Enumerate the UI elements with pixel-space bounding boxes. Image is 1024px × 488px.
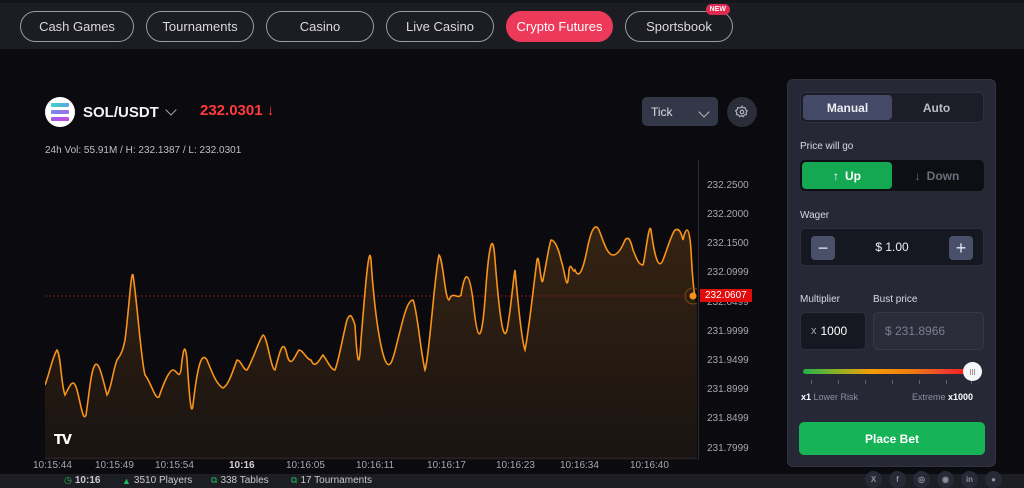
chevron-down-icon	[165, 103, 177, 116]
risk-labels: x1 Lower Risk Extreme x1000	[801, 392, 973, 402]
tab-label: Sportsbook	[646, 18, 712, 34]
pair-name: SOL/USDT	[83, 103, 159, 121]
tab-cash-games[interactable]: Cash Games	[20, 10, 134, 42]
tab-crypto-futures[interactable]: Crypto Futures	[506, 10, 613, 42]
bet-panel: Manual Auto Price will go ↑ Up ↓ Down Wage…	[787, 79, 996, 467]
linkedin-icon[interactable]: in	[961, 471, 978, 488]
chart-settings-button[interactable]	[727, 97, 757, 127]
discord-icon[interactable]: ◉	[937, 471, 954, 488]
tab-live-casino[interactable]: Live Casino	[386, 10, 494, 42]
tab-auto[interactable]: Auto	[922, 100, 951, 115]
up-button[interactable]: ↑ Up	[802, 162, 892, 189]
wager-label: Wager	[800, 210, 830, 221]
decrease-wager-button[interactable]: −	[811, 236, 835, 260]
gear-icon	[735, 105, 749, 118]
bust-price-field: $ 231.8966	[873, 312, 984, 350]
tab-tournaments[interactable]: Tournaments	[146, 10, 254, 42]
arrow-up-icon: ↑	[833, 168, 839, 183]
tab-sportsbook[interactable]: Sportsbook NEW	[625, 3, 733, 42]
direction-toggle: ↑ Up ↓ Down	[800, 160, 984, 191]
y-axis: 232.2500 232.2000 232.1500 232.0999 232.…	[698, 160, 778, 460]
multiplier-input[interactable]: x 1000	[800, 312, 866, 350]
wager-value[interactable]: $ 1.00	[875, 240, 909, 254]
user-icon: ▲	[122, 475, 131, 486]
arrow-down-icon: ↓	[266, 102, 275, 119]
slider-ticks	[803, 380, 973, 385]
tournaments-count[interactable]: ⧉ 17 Tournaments	[291, 475, 372, 486]
new-badge: NEW	[705, 3, 730, 15]
top-navigation: Cash Games Tournaments Casino Live Casin…	[0, 0, 1024, 49]
tournaments-icon: ⧉	[291, 475, 298, 485]
place-bet-button[interactable]: Place Bet	[799, 422, 985, 455]
facebook-icon[interactable]: f	[889, 471, 906, 488]
price-direction-label: Price will go	[800, 141, 854, 152]
increase-wager-button[interactable]: +	[949, 236, 973, 260]
tab-label: Live Casino	[406, 18, 474, 34]
tables-icon: ⧉	[211, 475, 218, 485]
tab-casino[interactable]: Casino	[266, 10, 374, 42]
risk-slider-handle[interactable]	[963, 362, 982, 381]
instagram-icon[interactable]: ◎	[913, 471, 930, 488]
multiplier-label: Multiplier	[800, 294, 841, 305]
tab-manual[interactable]: Manual	[803, 95, 892, 120]
mode-toggle: Manual Auto	[800, 92, 984, 123]
wager-input[interactable]: − $ 1.00 +	[800, 228, 984, 266]
current-price-marker: 232.0607	[700, 289, 752, 302]
risk-slider[interactable]	[803, 369, 973, 374]
players-count: ▲ 3510 Players	[122, 475, 193, 486]
tab-label: Crypto Futures	[516, 18, 603, 34]
tradingview-logo-icon: TV	[54, 433, 72, 448]
arrow-down-icon: ↓	[914, 168, 921, 183]
clock-icon: ◷	[64, 475, 72, 485]
x-icon[interactable]: X	[865, 471, 882, 488]
tab-label: Casino	[299, 18, 341, 34]
interval-value: Tick	[651, 104, 673, 119]
solana-logo-icon	[45, 97, 75, 127]
tab-label: Tournaments	[162, 18, 238, 34]
tables-count[interactable]: ⧉ 338 Tables	[211, 475, 269, 486]
status-bar: ◷ 10:16 ▲ 3510 Players ⧉ 338 Tables ⧉ 17 Tou…	[0, 471, 1024, 488]
reddit-icon[interactable]: ●	[985, 471, 1002, 488]
chevron-down-icon	[698, 106, 710, 118]
clock: ◷ 10:16	[64, 475, 101, 486]
market-stats: 24h Vol: 55.91M / H: 232.1387 / L: 232.0…	[45, 145, 242, 156]
x-axis: 10:15:44 10:15:49 10:15:54 10:16 10:16:0…	[33, 460, 669, 471]
current-price: 232.0301 ↓	[200, 102, 275, 119]
price-chart[interactable]	[45, 160, 697, 460]
down-button[interactable]: ↓ Down	[914, 168, 960, 183]
interval-select[interactable]: Tick	[642, 97, 718, 126]
pair-selector[interactable]: SOL/USDT	[45, 97, 177, 127]
bust-price-label: Bust price	[873, 294, 918, 305]
tab-label: Cash Games	[39, 18, 115, 34]
